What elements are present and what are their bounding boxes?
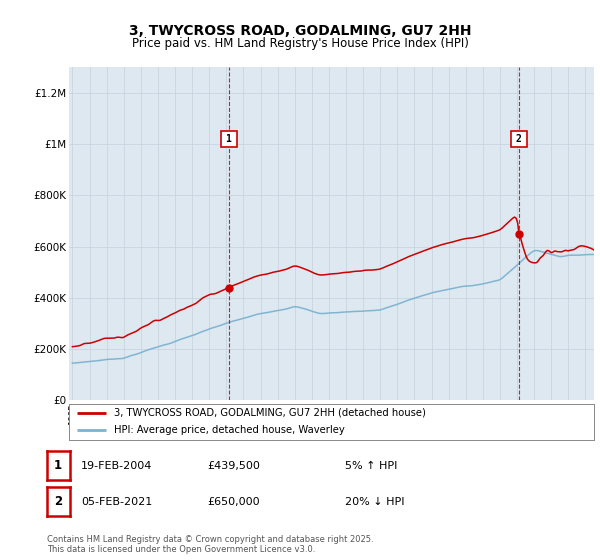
Text: HPI: Average price, detached house, Waverley: HPI: Average price, detached house, Wave… <box>113 426 344 436</box>
Text: 2: 2 <box>515 134 521 144</box>
Text: 5% ↑ HPI: 5% ↑ HPI <box>345 461 397 471</box>
Text: £439,500: £439,500 <box>207 461 260 471</box>
Text: Price paid vs. HM Land Registry's House Price Index (HPI): Price paid vs. HM Land Registry's House … <box>131 37 469 50</box>
Text: 2: 2 <box>54 495 62 508</box>
Text: 3, TWYCROSS ROAD, GODALMING, GU7 2HH (detached house): 3, TWYCROSS ROAD, GODALMING, GU7 2HH (de… <box>113 408 425 418</box>
Text: 1: 1 <box>226 134 232 144</box>
Text: 3, TWYCROSS ROAD, GODALMING, GU7 2HH: 3, TWYCROSS ROAD, GODALMING, GU7 2HH <box>129 24 471 38</box>
Text: 19-FEB-2004: 19-FEB-2004 <box>81 461 152 471</box>
Text: 05-FEB-2021: 05-FEB-2021 <box>81 497 152 507</box>
Text: 1: 1 <box>54 459 62 473</box>
Text: 20% ↓ HPI: 20% ↓ HPI <box>345 497 404 507</box>
Text: Contains HM Land Registry data © Crown copyright and database right 2025.
This d: Contains HM Land Registry data © Crown c… <box>47 535 373 554</box>
Text: £650,000: £650,000 <box>207 497 260 507</box>
